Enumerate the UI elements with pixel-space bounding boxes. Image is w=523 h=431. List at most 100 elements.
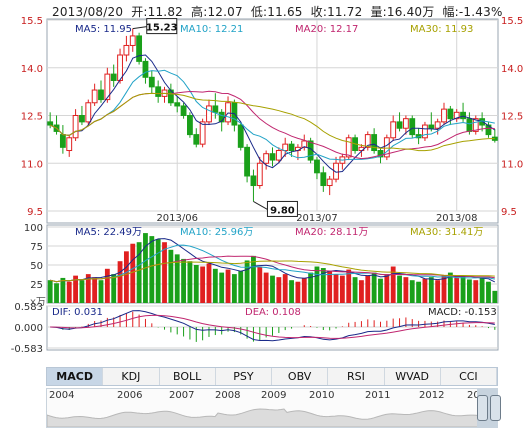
tab-rsi[interactable]: RSI: [328, 368, 385, 385]
volume-bar: [130, 243, 136, 303]
candle-body: [256, 162, 263, 187]
quote-change: 幅:-1.43%: [442, 5, 503, 19]
quote-summary: 2013/08/20 开:11.82 高:12.07 低:11.65 收:11.…: [52, 3, 507, 20]
volume-bar: [397, 275, 402, 303]
navigator-year-label: 2009: [261, 390, 287, 401]
volume-bar: [244, 260, 250, 303]
x-axis-date-label: 2013/08: [436, 213, 478, 224]
x-axis-date-label: 2013/07: [296, 213, 338, 224]
volume-ma-line: [50, 260, 495, 283]
volume-bar: [441, 275, 447, 303]
tab-boll[interactable]: BOLL: [160, 368, 216, 385]
candle-body: [148, 76, 155, 88]
tab-cci[interactable]: CCI: [441, 368, 497, 385]
candle-body: [472, 118, 479, 132]
volume-bar: [98, 280, 104, 303]
navigator-year-label: 2012: [419, 390, 445, 401]
candle-body: [187, 115, 193, 136]
volume-bar: [447, 272, 453, 303]
candle-body: [155, 86, 162, 97]
volume-bar: [314, 266, 320, 303]
quote-date: 2013/08/20: [52, 5, 124, 19]
volume-bar: [409, 280, 415, 303]
volume-bar: [467, 279, 472, 303]
candle-body: [447, 108, 454, 120]
candle-body: [485, 124, 492, 136]
candle-body: [193, 134, 200, 145]
tab-wvad[interactable]: WVAD: [385, 368, 441, 385]
x-axis-date-label: 2013/06: [156, 213, 198, 224]
navigator-year-label: 2010: [309, 390, 335, 401]
candle-body: [402, 118, 409, 129]
volume-bar: [219, 272, 225, 303]
annotation-label: 9.80: [270, 205, 295, 216]
volume-bar: [308, 272, 314, 303]
volume-bar: [257, 266, 263, 303]
navigator-year-label: 2008: [215, 390, 241, 401]
candle-body: [237, 124, 244, 148]
annotation-leader: [253, 201, 268, 210]
volume-bar: [428, 277, 434, 303]
candle-body: [371, 134, 378, 152]
volume-bar: [47, 280, 53, 303]
candle-body: [104, 73, 111, 101]
volume-bar: [123, 251, 129, 303]
tab-macd[interactable]: MACD: [47, 368, 104, 385]
candle-body: [59, 134, 66, 148]
navigator-overview: [46, 408, 498, 428]
volume-bar: [60, 277, 66, 303]
candle-body: [320, 172, 327, 187]
volume-axis-label: 100: [24, 223, 43, 234]
candle-body: [422, 124, 428, 139]
navigator-left-handle[interactable]: [477, 395, 488, 421]
candle-body: [47, 121, 54, 126]
volume-bar: [117, 261, 123, 303]
volume-bar: [301, 277, 307, 303]
navigator-right-handle[interactable]: [490, 395, 501, 421]
navigator-year-label: 2007: [169, 390, 195, 401]
volume-bar: [454, 277, 460, 303]
volume-axis-label: 25: [30, 280, 43, 291]
tab-obv[interactable]: OBV: [272, 368, 329, 385]
volume-bar: [270, 275, 275, 303]
volume-legend-entry: MA30: 31.41万: [410, 227, 483, 238]
volume-axis-label: 75: [30, 242, 43, 253]
candle-body: [364, 134, 371, 148]
volume-bar: [136, 242, 142, 303]
volume-bar: [416, 281, 422, 303]
volume-bar: [263, 272, 269, 303]
price-axis-left-label: 12.5: [21, 112, 43, 123]
tab-kdj[interactable]: KDJ: [103, 368, 160, 385]
volume-bar: [352, 277, 358, 303]
volume-bar: [111, 274, 117, 303]
quote-open: 开:11.82: [131, 5, 183, 19]
time-navigator[interactable]: 200420062007200820092010201120122013: [46, 388, 498, 428]
volume-legend-entry: MA5: 22.49万: [75, 227, 142, 238]
volume-bar: [181, 258, 186, 303]
price-legend-entry: MA30: 11.93: [410, 24, 473, 35]
navigator-year-label: 2006: [117, 390, 143, 401]
volume-bar: [435, 280, 441, 303]
candle-body: [212, 105, 219, 113]
macd-legend-entry: DIF: 0.031: [52, 307, 103, 318]
volume-bar: [212, 268, 218, 303]
macd-dea-line: [50, 314, 495, 339]
volume-bar: [339, 275, 345, 303]
volume-bar: [187, 261, 193, 303]
candle-body: [180, 105, 187, 116]
stock-chart[interactable]: 15.5 15.5 14.0 14.0 12.5 12.5 11.0 11.0 9.5 9.5 20…: [0, 0, 523, 366]
volume-ma-line: [50, 244, 495, 283]
candle-body: [460, 111, 466, 120]
price-axis-left-label: 9.5: [27, 207, 43, 218]
tab-psy[interactable]: PSY: [216, 368, 272, 385]
candle-body: [263, 153, 270, 164]
candle-body: [142, 60, 149, 78]
volume-bar: [66, 281, 72, 303]
volume-bar: [238, 271, 244, 303]
annotation-box: [266, 200, 298, 217]
candle-body: [282, 143, 289, 152]
volume-bar: [231, 274, 237, 303]
price-ma-line: [49, 54, 496, 173]
volume-bar: [295, 281, 301, 303]
candle-body: [428, 124, 435, 129]
